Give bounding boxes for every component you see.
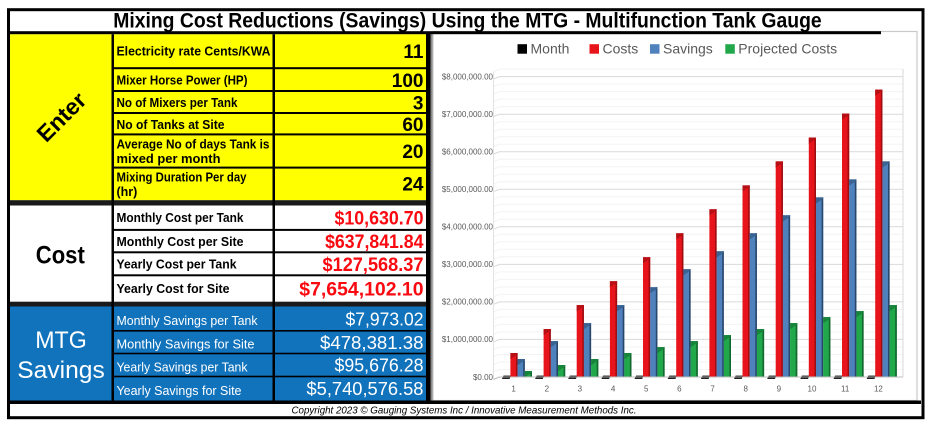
svg-text:mixed per month: mixed per month [117,152,221,166]
svg-text:Average No of days Tank is: Average No of days Tank is [117,138,270,152]
svg-text:Copyright 2023 © Gauging Syst: Copyright 2023 © Gauging Systems Inc / I… [292,406,637,417]
svg-text:2: 2 [545,384,550,393]
svg-text:$2,000,000.00: $2,000,000.00 [442,298,494,307]
svg-text:$7,654,102.10: $7,654,102.10 [299,279,423,301]
svg-text:7: 7 [710,384,715,393]
svg-text:1: 1 [511,384,516,393]
svg-text:100: 100 [392,71,424,92]
svg-text:Electricity rate Cents/KWA: Electricity rate Cents/KWA [117,45,271,59]
svg-text:20: 20 [402,142,423,163]
svg-text:3: 3 [578,384,583,393]
svg-text:$6,000,000.00: $6,000,000.00 [442,148,494,157]
svg-text:$7,973.02: $7,973.02 [346,308,424,329]
svg-text:Yearly Cost per Tank: Yearly Cost per Tank [117,257,238,272]
svg-text:3: 3 [413,93,424,114]
svg-text:11: 11 [841,384,850,393]
svg-text:$1,000,000.00: $1,000,000.00 [442,335,494,344]
svg-text:$478,381.38: $478,381.38 [320,332,424,353]
svg-text:Monthly Savings for Site: Monthly Savings for Site [117,337,255,352]
svg-text:Yearly Savings per Tank: Yearly Savings per Tank [117,359,248,374]
svg-text:Cost: Cost [36,242,86,270]
svg-text:24: 24 [402,175,424,196]
svg-text:8: 8 [743,384,748,393]
svg-text:$3,000,000.00: $3,000,000.00 [442,260,494,269]
svg-text:$637,841.84: $637,841.84 [325,231,424,253]
svg-text:5: 5 [644,384,649,393]
svg-text:Mixer Horse Power (HP): Mixer Horse Power (HP) [117,74,248,88]
svg-text:$0.00: $0.00 [473,373,494,382]
svg-text:$4,000,000.00: $4,000,000.00 [442,223,494,232]
svg-text:No of Tanks at Site: No of Tanks at Site [117,118,225,132]
svg-text:Yearly Cost for Site: Yearly Cost for Site [117,281,230,296]
svg-text:Month: Month [531,41,570,57]
svg-text:10: 10 [808,384,817,393]
svg-text:$8,000,000.00: $8,000,000.00 [442,72,494,81]
svg-text:Costs: Costs [603,41,639,57]
svg-text:MTG: MTG [35,327,87,354]
svg-text:6: 6 [677,384,682,393]
svg-text:Mixing Duration Per day: Mixing Duration Per day [117,171,247,185]
svg-text:11: 11 [403,42,424,63]
svg-text:Mixing Cost Reductions (Saving: Mixing Cost Reductions (Savings) Using t… [113,9,822,33]
svg-text:9: 9 [777,384,782,393]
svg-text:Savings: Savings [663,41,713,57]
svg-text:$127,568.37: $127,568.37 [323,254,424,276]
svg-text:(hr): (hr) [117,185,138,199]
svg-text:Projected Costs: Projected Costs [738,41,837,57]
svg-text:Yearly Savings for Site: Yearly Savings for Site [117,383,242,398]
svg-text:$5,000,000.00: $5,000,000.00 [442,185,494,194]
svg-text:4: 4 [611,384,616,393]
svg-text:Savings: Savings [17,357,105,384]
svg-text:$10,630.70: $10,630.70 [335,207,424,229]
svg-text:$7,000,000.00: $7,000,000.00 [442,110,494,119]
svg-text:$5,740,576.58: $5,740,576.58 [307,378,424,399]
svg-text:$95,676.28: $95,676.28 [335,355,424,376]
svg-text:12: 12 [874,384,883,393]
svg-text:No of Mixers per Tank: No of Mixers per Tank [117,96,238,110]
svg-text:Monthly Savings per Tank: Monthly Savings per Tank [117,313,258,328]
svg-text:Monthly Cost per Tank: Monthly Cost per Tank [117,210,245,225]
svg-text:60: 60 [402,115,423,136]
svg-text:Monthly Cost per Site: Monthly Cost per Site [117,234,244,249]
